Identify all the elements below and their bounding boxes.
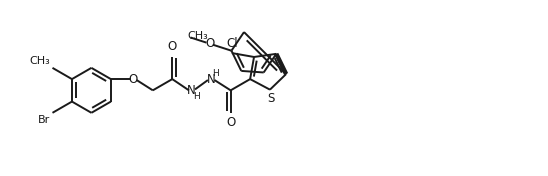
Text: O: O [129, 73, 138, 86]
Text: S: S [267, 92, 275, 105]
Text: O: O [226, 116, 235, 129]
Text: CH₃: CH₃ [30, 56, 50, 67]
Text: N: N [187, 84, 196, 97]
Text: O: O [206, 37, 215, 50]
Text: H: H [193, 92, 200, 101]
Text: O: O [168, 40, 177, 53]
Text: Cl: Cl [226, 37, 238, 50]
Text: H: H [213, 68, 219, 77]
Text: Br: Br [38, 115, 50, 125]
Text: CH₃: CH₃ [187, 31, 208, 41]
Text: N: N [207, 73, 215, 86]
